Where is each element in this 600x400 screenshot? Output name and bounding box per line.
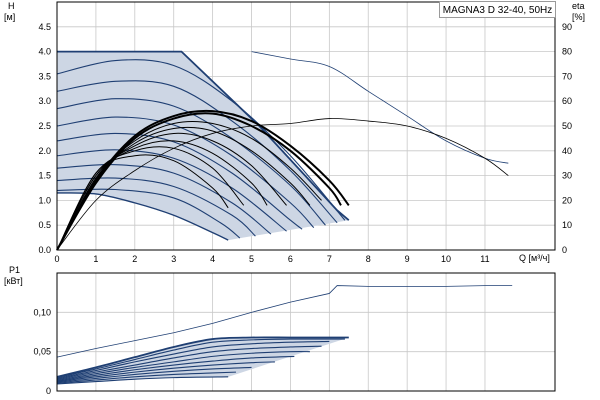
p1-tick-label: 0 <box>46 386 51 396</box>
y-axis-label-eta-unit: [%] <box>572 12 585 22</box>
y-axis-label-h: H <box>8 1 15 11</box>
p1-tick-label: 0,05 <box>33 347 51 357</box>
power-plot-frame <box>56 272 556 392</box>
y-tick-label: 4.0 <box>38 47 51 57</box>
p1-tick-label: 0,10 <box>33 307 51 317</box>
head-curve <box>56 149 287 232</box>
power-curve <box>56 345 322 380</box>
head-curve <box>56 132 303 230</box>
y-axis-label-h-unit: [м] <box>4 12 15 22</box>
power-curve <box>56 336 349 378</box>
power-curve <box>56 376 229 385</box>
efficiency-max-curve <box>56 118 509 251</box>
y-axis-label-eta: eta <box>572 1 585 11</box>
x-tick-label: 9 <box>405 254 410 264</box>
x-tick-label: 10 <box>441 254 451 264</box>
y-tick-label: 3.0 <box>38 96 51 106</box>
x-tick-label: 8 <box>366 254 371 264</box>
power-plot: 0 0,05 0,10 <box>33 272 556 396</box>
min-head-curve <box>56 192 229 241</box>
y-tick-label: 2.0 <box>38 146 51 156</box>
power-curve <box>56 351 310 381</box>
x-axis-label: Q [м³/ч] <box>519 253 550 263</box>
y-right-tick-label: 90 <box>562 22 572 32</box>
y-right-tick-label: 80 <box>562 47 572 57</box>
power-curve <box>56 366 252 383</box>
y-right-tick-label: 30 <box>562 171 572 181</box>
p1-axis-label: P1 <box>9 265 20 275</box>
y-right-tick-label: 50 <box>562 121 572 131</box>
efficiency-curve <box>56 126 311 251</box>
y-tick-label: 1.0 <box>38 195 51 205</box>
x-tick-label: 7 <box>327 254 332 264</box>
power-curve <box>56 340 330 379</box>
x-tick-label: 11 <box>480 254 489 264</box>
head-curve <box>56 164 272 235</box>
head-curve <box>56 80 338 224</box>
efficiency-curve <box>56 109 350 251</box>
power-max-curve <box>56 285 513 358</box>
x-tick-label: 6 <box>288 254 293 264</box>
head-plot-frame <box>56 1 556 251</box>
y-right-tick-label: 60 <box>562 96 572 106</box>
y-tick-label: 3.5 <box>38 71 51 81</box>
efficiency-curve <box>56 112 342 251</box>
efficiency-curve <box>56 140 268 251</box>
y-right-tick-label: 0 <box>562 245 567 255</box>
y-tick-label: 2.5 <box>38 121 51 131</box>
y-right-tick-label: 10 <box>562 220 572 230</box>
x-tick-label: 5 <box>249 254 254 264</box>
p1-axis-unit: [кВт] <box>4 276 23 286</box>
y-right-tick-label: 70 <box>562 71 572 81</box>
head-plot: 0 1 2 3 4 5 6 7 8 9 10 11 0.0 0.5 1.0 1.5 2.0 2.5 3.0 3.5 4.… <box>38 1 572 264</box>
head-curve <box>56 188 241 239</box>
head-curve <box>56 116 315 229</box>
y-tick-label: 1.5 <box>38 171 51 181</box>
x-tick-label: 2 <box>132 254 137 264</box>
power-curve <box>56 371 236 384</box>
y-tick-label: 0.5 <box>38 220 51 230</box>
x-tick-label: 1 <box>93 254 98 264</box>
head-curve <box>56 98 326 226</box>
x-tick-label: 4 <box>210 254 215 264</box>
y-tick-label: 4.5 <box>38 22 51 32</box>
chart-title: MAGNA3 D 32-40, 50Hz <box>439 1 556 18</box>
y-right-tick-label: 20 <box>562 195 572 205</box>
x-tick-label: 3 <box>171 254 176 264</box>
efficiency-curve <box>56 154 229 251</box>
head-curve <box>56 59 346 221</box>
power-curve <box>56 355 295 382</box>
max-head-curve-extension <box>251 51 509 164</box>
power-curve <box>56 338 345 379</box>
power-curve <box>56 361 275 383</box>
x-tick-label: 0 <box>54 254 59 264</box>
y-right-tick-label: 40 <box>562 146 572 156</box>
y-tick-label: 0.0 <box>38 245 51 255</box>
